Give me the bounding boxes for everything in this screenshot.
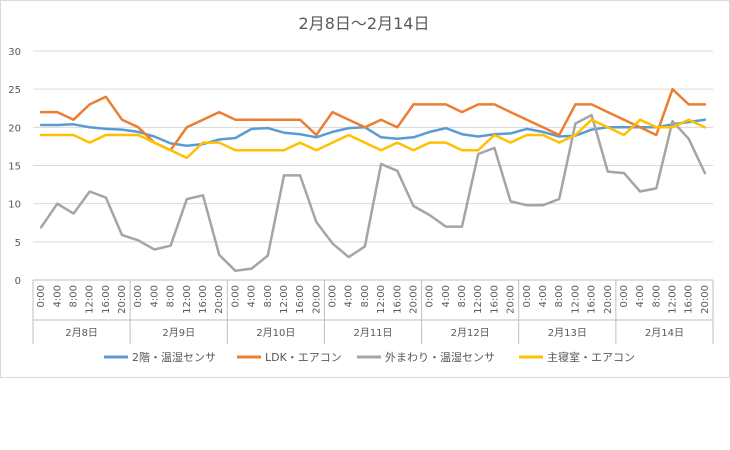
x-tick-label: 4:00: [247, 285, 258, 307]
x-tick-label: 16:00: [489, 285, 500, 314]
legend-label: 外まわり・温湿センサ: [385, 351, 495, 364]
x-tick-label: 4:00: [441, 285, 452, 307]
x-tick-label: 8:00: [457, 285, 468, 307]
x-tick-label: 20:00: [117, 285, 128, 314]
day-label: 2月14日: [645, 327, 684, 339]
x-tick-label: 12:00: [376, 285, 387, 314]
x-tick-label: 20:00: [408, 285, 419, 314]
x-tick-label: 0:00: [425, 285, 436, 307]
series-lines: [39, 87, 707, 273]
x-tick-label: 0:00: [133, 285, 144, 307]
y-axis: 0 5 10 15 20 25 30: [8, 47, 21, 287]
x-tick-label: 12:00: [279, 285, 290, 314]
day-label: 2月12日: [451, 327, 490, 339]
x-tick-label: 0:00: [36, 285, 47, 307]
x-tick-label: 20:00: [311, 285, 322, 314]
y-tick-label: 5: [15, 238, 21, 249]
legend-label: 2階・温湿センサ: [132, 350, 216, 364]
x-tick-label: 16:00: [101, 285, 112, 314]
day-label: 2月8日: [65, 327, 98, 339]
x-tick-label: 16:00: [392, 285, 403, 314]
chart-title: 2月8日～2月14日: [299, 14, 430, 33]
day-label: 2月13日: [548, 327, 587, 339]
y-tick-label: 15: [8, 162, 21, 173]
x-tick-label: 12:00: [668, 285, 679, 314]
y-tick-label: 10: [8, 200, 21, 211]
x-tick-label: 16:00: [684, 285, 695, 314]
y-tick-label: 30: [8, 47, 21, 58]
x-tick-label: 8:00: [166, 285, 177, 307]
x-tick-label: 8:00: [554, 285, 565, 307]
y-tick-label: 25: [8, 85, 21, 96]
x-tick-label: 4:00: [538, 285, 549, 307]
y-tick-label: 20: [8, 123, 21, 134]
x-tick-label: 20:00: [603, 285, 614, 314]
x-tick-label: 8:00: [68, 285, 79, 307]
x-tick-label: 16:00: [295, 285, 306, 314]
x-tick-label: 0:00: [619, 285, 630, 307]
x-tick-label: 20:00: [214, 285, 225, 314]
series-line-1: [39, 118, 707, 147]
x-tick-label: 0:00: [328, 285, 339, 307]
x-tick-label: 4:00: [344, 285, 355, 307]
series-line-3: [39, 113, 707, 273]
x-tick-label: 8:00: [263, 285, 274, 307]
x-tick-label: 12:00: [85, 285, 96, 314]
x-tick-label: 4:00: [149, 285, 160, 307]
x-tick-label: 12:00: [473, 285, 484, 314]
chart-area: [0, 0, 730, 378]
x-tick-label: 8:00: [360, 285, 371, 307]
y-tick-label: 0: [15, 276, 21, 287]
x-tick-label: 0:00: [230, 285, 241, 307]
x-tick-label: 8:00: [651, 285, 662, 307]
x-axis: 0:00 4:00 8:00 12:00 16:00 20:00 0:00 4:00 8:00 1…: [32, 279, 714, 344]
x-tick-label: 20:00: [700, 285, 711, 314]
x-tick-label: 4:00: [635, 285, 646, 307]
x-tick-label: 4:00: [52, 285, 63, 307]
x-tick-label: 16:00: [198, 285, 209, 314]
day-label: 2月11日: [353, 327, 392, 339]
x-tick-label: 0:00: [522, 285, 533, 307]
legend-label: 主寝室・エアコン: [547, 350, 635, 364]
gridlines: [33, 50, 713, 243]
legend-label: LDK・エアコン: [265, 351, 342, 364]
legend: 2階・温湿センサ LDK・エアコン 外まわり・温湿センサ 主寝室・エアコン: [104, 350, 635, 364]
x-tick-label: 16:00: [587, 285, 598, 314]
day-label: 2月10日: [256, 327, 295, 339]
x-tick-label: 12:00: [570, 285, 581, 314]
x-tick-label: 20:00: [506, 285, 517, 314]
day-label: 2月9日: [162, 327, 195, 339]
series-line-2: [39, 87, 707, 152]
x-tick-label: 12:00: [182, 285, 193, 314]
series-line-4: [39, 118, 707, 160]
